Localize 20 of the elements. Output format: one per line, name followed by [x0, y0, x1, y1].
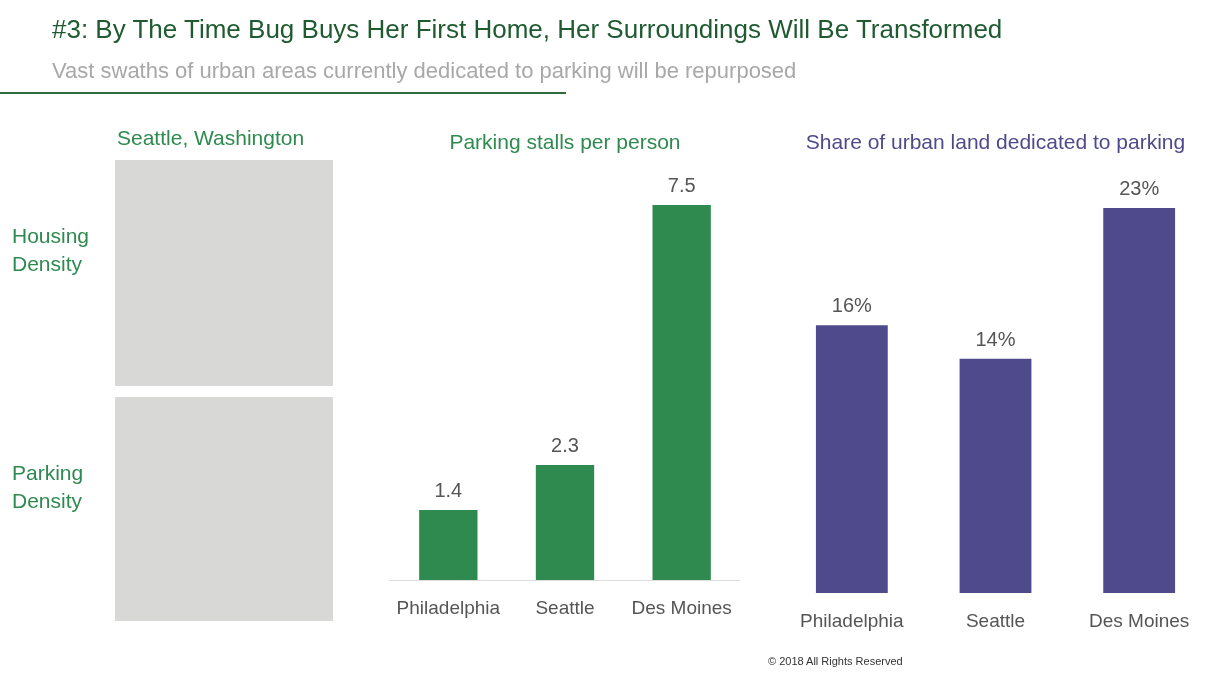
- chart-title: Share of urban land dedicated to parking: [805, 130, 1186, 153]
- text: © 2018 All Rights Reserved: [768, 655, 903, 667]
- x-tick-label: Des Moines: [1089, 610, 1190, 631]
- x-tick-label: Des Moines: [631, 597, 732, 618]
- x-tick-label: Seattle: [535, 597, 595, 618]
- text: Seattle, Washington: [117, 126, 305, 150]
- x-tick-label: Philadelphia: [396, 597, 501, 618]
- data-label: 14%: [975, 327, 1016, 350]
- data-label: 2.3: [551, 434, 579, 456]
- data-label: 1.4: [434, 479, 463, 501]
- text: Vast swaths of urban areas currently dedicated to parking will be repurposed: [52, 58, 797, 84]
- text: Housing Density: [12, 223, 91, 277]
- data-label: 16%: [831, 294, 873, 317]
- data-label: 7.5: [667, 174, 696, 196]
- text: #3: By The Time Bug Buys Her First Home, Her Surroundings Will Be Transformed: [52, 14, 1003, 45]
- x-tick-label: Philadelphia: [800, 610, 905, 631]
- x-tick-label: Seattle: [965, 610, 1026, 631]
- chart-title: Parking stalls per person: [449, 130, 681, 153]
- text: Parking Density: [12, 460, 85, 514]
- data-label: 23%: [1119, 177, 1160, 199]
